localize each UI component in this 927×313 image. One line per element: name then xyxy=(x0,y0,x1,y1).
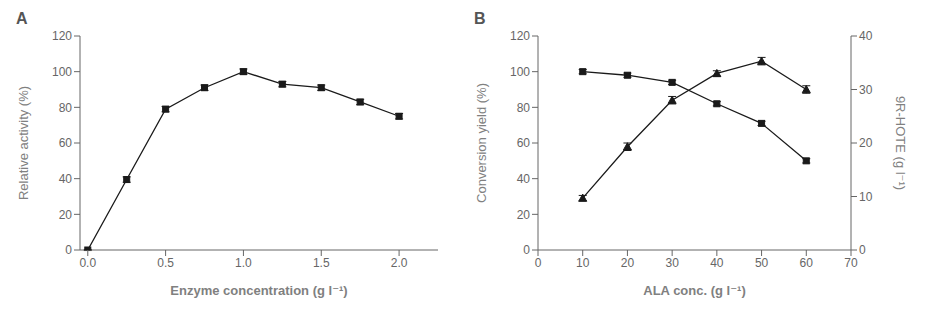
svg-text:60: 60 xyxy=(517,136,531,150)
svg-text:10: 10 xyxy=(576,256,590,270)
svg-text:10: 10 xyxy=(859,190,873,204)
svg-text:1.5: 1.5 xyxy=(313,256,330,270)
svg-text:100: 100 xyxy=(52,65,72,79)
svg-text:100: 100 xyxy=(510,65,530,79)
svg-text:0: 0 xyxy=(523,243,530,257)
svg-text:60: 60 xyxy=(800,256,814,270)
svg-text:70: 70 xyxy=(844,256,858,270)
svg-text:20: 20 xyxy=(859,136,873,150)
svg-text:2.0: 2.0 xyxy=(391,256,408,270)
svg-text:Enzyme concentration (g l⁻¹): Enzyme concentration (g l⁻¹) xyxy=(170,283,347,298)
svg-text:Conversion yield (%): Conversion yield (%) xyxy=(474,83,489,203)
svg-text:1.0: 1.0 xyxy=(235,256,252,270)
svg-text:20: 20 xyxy=(59,208,73,222)
svg-text:40: 40 xyxy=(710,256,724,270)
svg-text:50: 50 xyxy=(755,256,769,270)
svg-text:9R-HOTE (g l⁻¹): 9R-HOTE (g l⁻¹) xyxy=(893,96,908,190)
svg-text:40: 40 xyxy=(859,29,873,43)
svg-text:40: 40 xyxy=(59,172,73,186)
svg-text:ALA conc. (g l⁻¹): ALA conc. (g l⁻¹) xyxy=(643,283,745,298)
svg-text:0.5: 0.5 xyxy=(157,256,174,270)
svg-text:0: 0 xyxy=(535,256,542,270)
svg-text:30: 30 xyxy=(665,256,679,270)
svg-text:80: 80 xyxy=(59,101,73,115)
svg-text:40: 40 xyxy=(517,172,531,186)
svg-text:80: 80 xyxy=(517,101,531,115)
svg-text:60: 60 xyxy=(59,136,73,150)
svg-text:0: 0 xyxy=(859,243,866,257)
svg-text:0: 0 xyxy=(65,243,72,257)
svg-text:20: 20 xyxy=(517,208,531,222)
svg-text:Relative activity (%): Relative activity (%) xyxy=(16,86,31,200)
html-text:B: B xyxy=(474,10,486,27)
svg-text:30: 30 xyxy=(859,83,873,97)
svg-text:0.0: 0.0 xyxy=(79,256,96,270)
svg-text:120: 120 xyxy=(52,29,72,43)
svg-text:120: 120 xyxy=(510,29,530,43)
svg-text:20: 20 xyxy=(621,256,635,270)
html-text:A: A xyxy=(16,10,28,27)
